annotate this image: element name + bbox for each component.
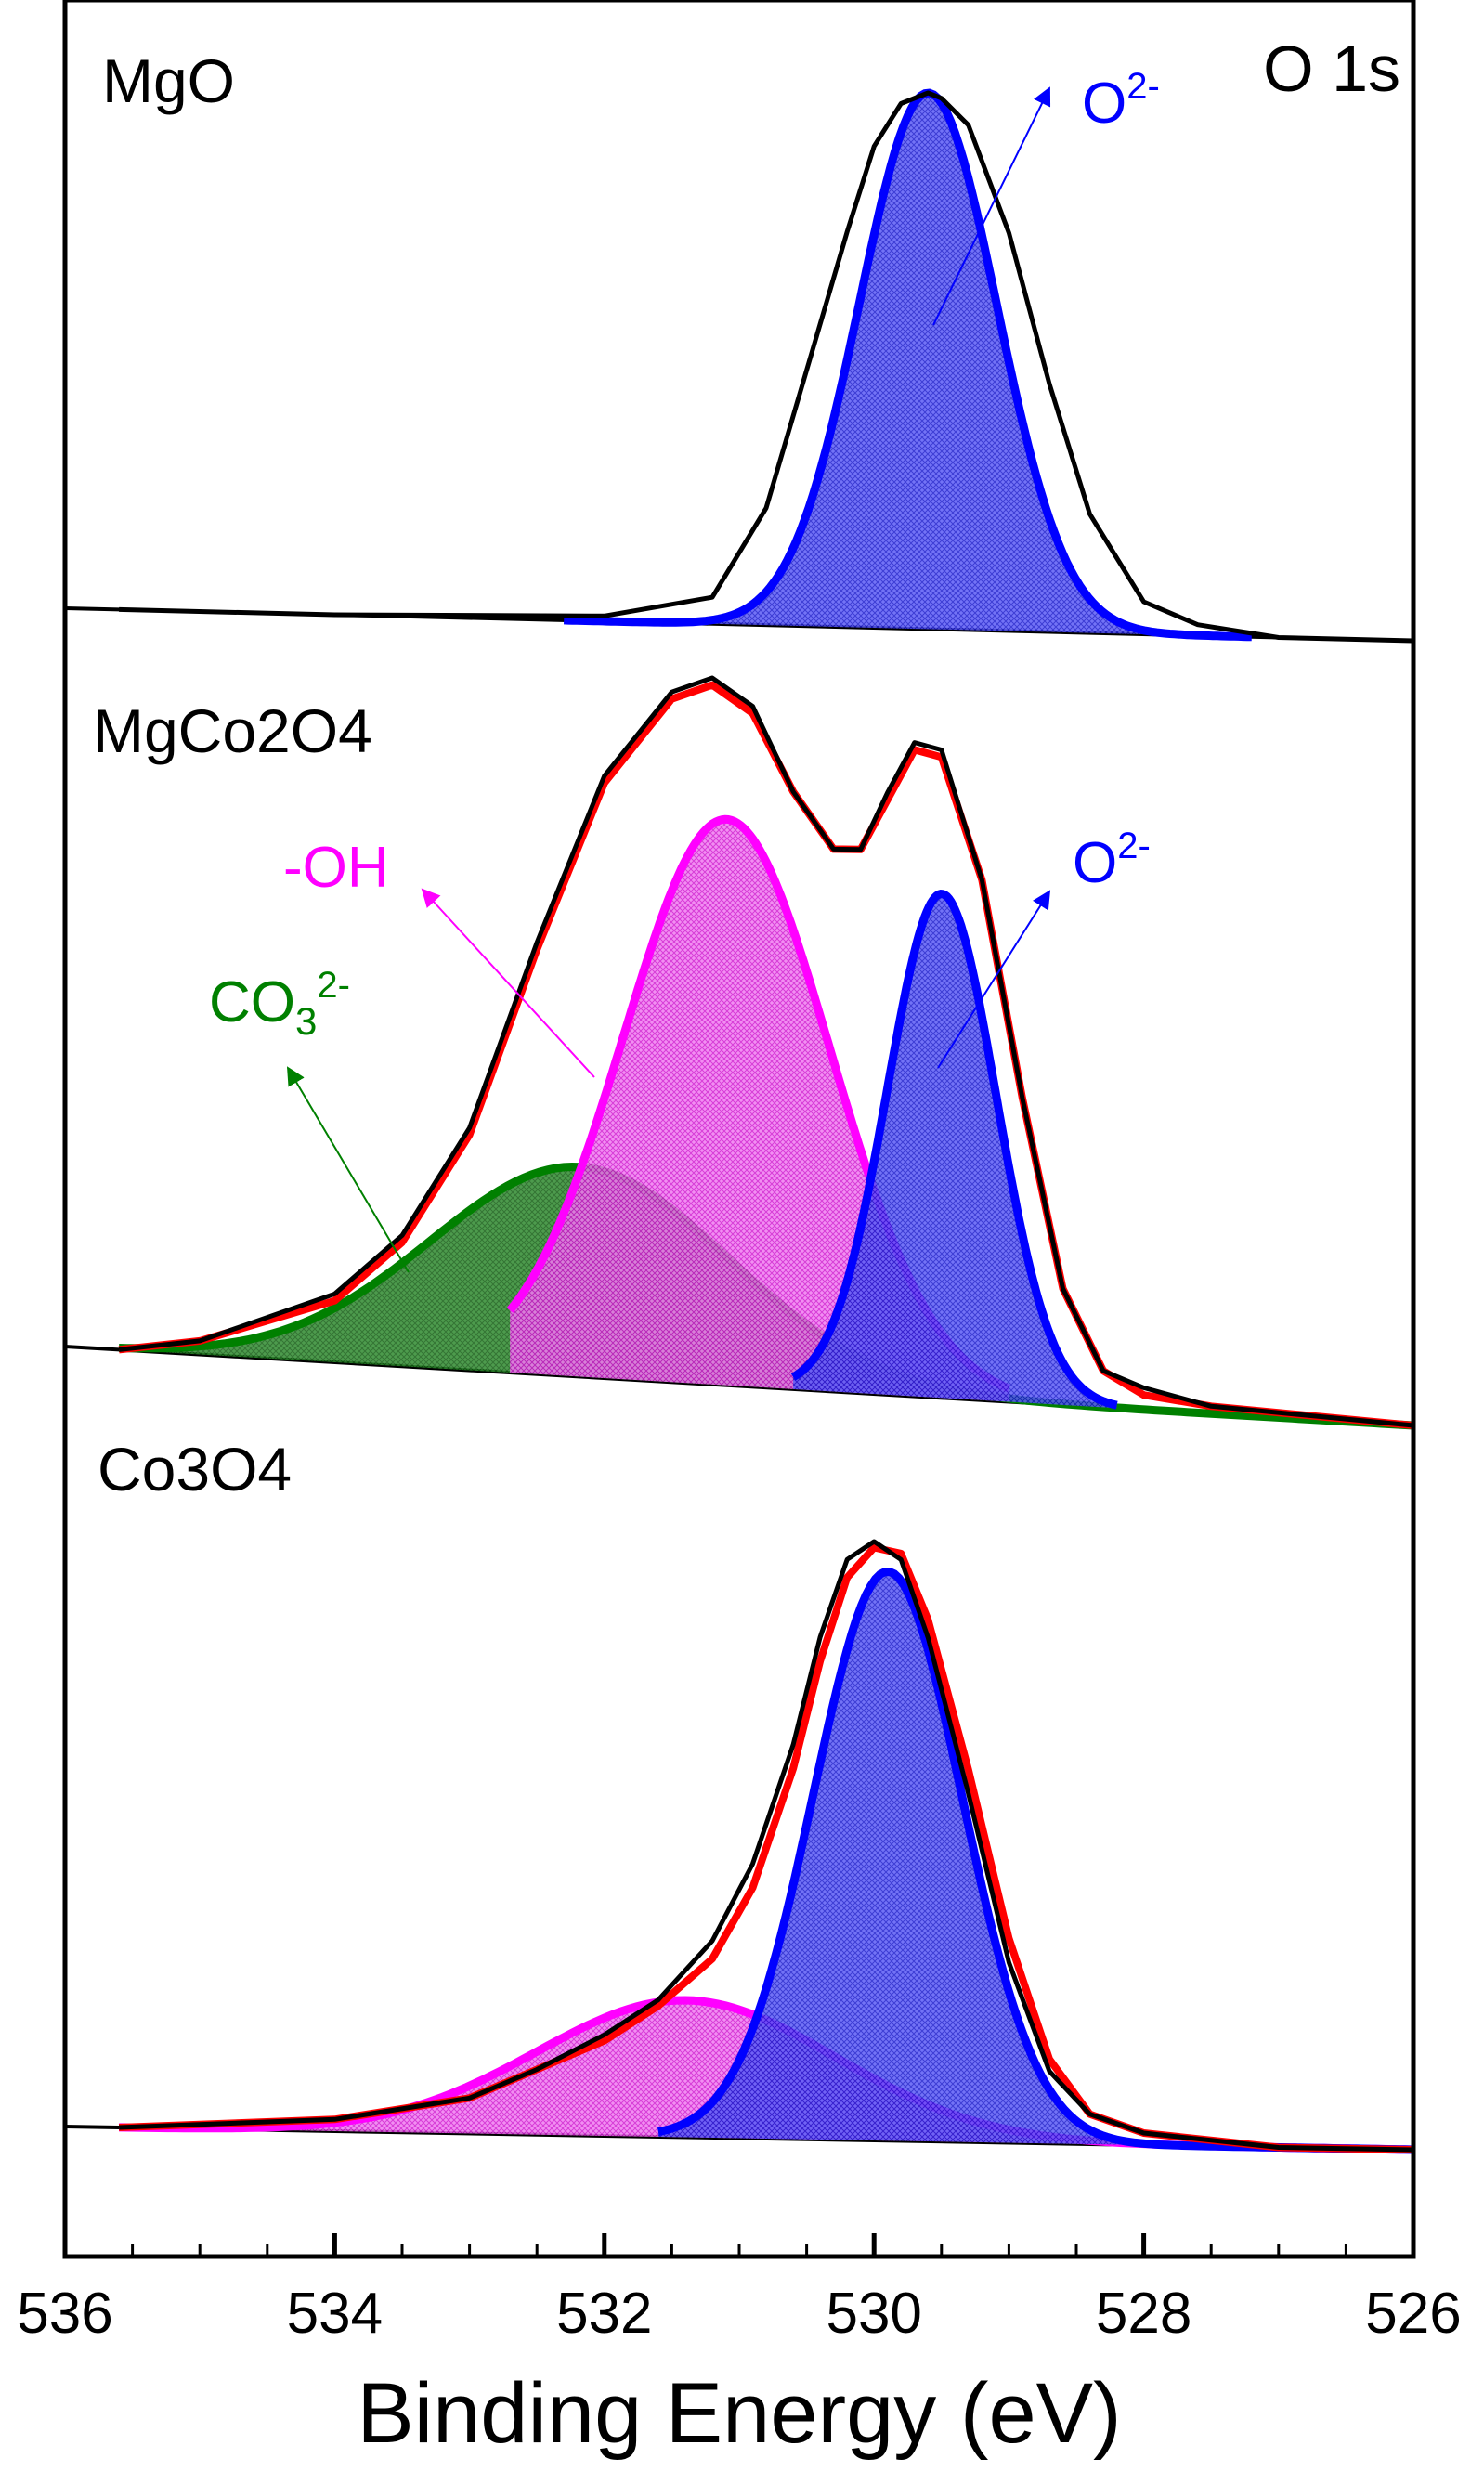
x-axis-ticks: 536 534 532 530 528 526 xyxy=(17,2233,1462,2346)
panel-mgco2o4: MgCo2O4 -OH O2- CO32- xyxy=(64,675,1414,1430)
x-tick-label: 530 xyxy=(826,2282,921,2346)
measured-curve xyxy=(119,1539,1414,2153)
measured-curve xyxy=(119,90,1414,644)
panel-label: MgCo2O4 xyxy=(93,696,372,765)
component-fill-o2 xyxy=(793,893,1117,1409)
chart-title: O 1s xyxy=(1263,33,1400,105)
component-fill-o2 xyxy=(657,1571,1413,2150)
component-fill-o2 xyxy=(564,93,1252,637)
component-curve-o2 xyxy=(790,890,1118,1410)
measured-curve xyxy=(118,675,1414,1428)
annotation-arrow-oh xyxy=(421,888,595,1078)
annotation-co3-2: CO32- xyxy=(209,965,350,1043)
x-axis-label: Binding Energy (eV) xyxy=(357,2366,1121,2461)
annotation-arrow-o2 xyxy=(937,890,1051,1069)
panels-layer: MgO O2- MgCo2O4 -OH O2- CO32- Co3O4 xyxy=(64,46,1414,2154)
annotation-arrow-o2 xyxy=(932,86,1051,326)
panel-mgo: MgO O2- xyxy=(64,46,1414,644)
component-curve-o2 xyxy=(564,88,1252,642)
x-tick-label: 526 xyxy=(1365,2282,1461,2346)
panel-label: MgO xyxy=(102,46,235,115)
x-tick-label: 534 xyxy=(287,2282,383,2346)
annotation-arrow-co3-2 xyxy=(286,1066,410,1273)
x-tick-label: 536 xyxy=(17,2282,112,2346)
x-tick-label: 528 xyxy=(1096,2282,1191,2346)
panel-label: Co3O4 xyxy=(98,1435,292,1503)
annotation-o2: O2- xyxy=(1073,826,1151,895)
panel-co3o4: Co3O4 xyxy=(64,1435,1414,2154)
annotation-o2: O2- xyxy=(1082,66,1160,136)
x-tick-label: 532 xyxy=(556,2282,652,2346)
annotation-oh: -OH xyxy=(283,836,389,900)
